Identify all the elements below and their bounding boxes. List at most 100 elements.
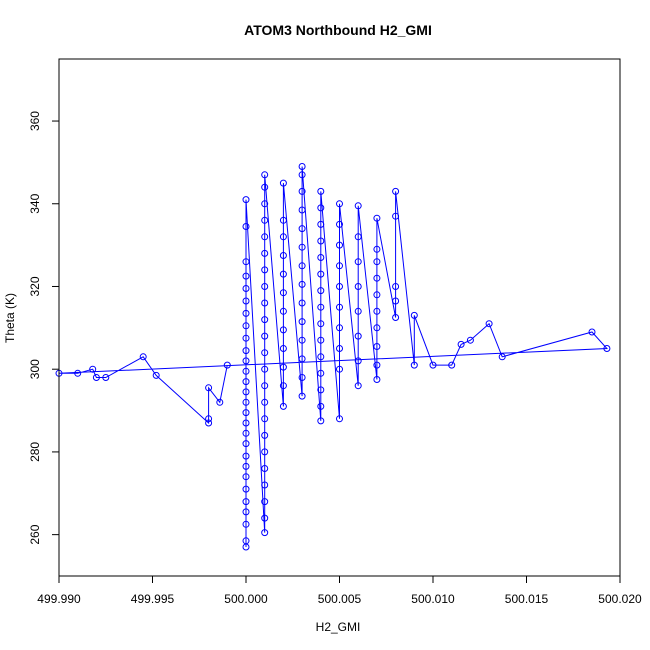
x-tick-label: 500.015 <box>505 592 549 606</box>
data-point <box>242 347 250 355</box>
data-point <box>261 514 269 522</box>
data-point <box>429 361 437 369</box>
data-point <box>279 233 287 241</box>
data-point <box>261 266 269 274</box>
data-point <box>373 307 381 315</box>
data-point <box>373 258 381 266</box>
y-tick-label: 260 <box>28 524 42 544</box>
data-point <box>336 415 343 423</box>
data-point <box>392 212 400 220</box>
data-point <box>242 297 250 305</box>
data-point <box>242 334 250 342</box>
data-point <box>223 361 231 369</box>
data-point <box>373 343 381 350</box>
x-tick-label: 499.990 <box>37 592 81 606</box>
data-point <box>242 398 250 406</box>
x-tick-label: 499.995 <box>131 592 175 606</box>
data-point <box>279 307 287 315</box>
data-point <box>317 270 325 278</box>
y-tick-label: 360 <box>28 111 42 131</box>
data-point <box>298 374 306 381</box>
data-point <box>261 200 269 208</box>
x-tick-label: 500.020 <box>598 592 642 606</box>
data-point <box>261 415 269 423</box>
data-point <box>242 462 250 470</box>
data-point <box>279 270 287 278</box>
data-point <box>242 378 250 386</box>
data-point <box>317 320 325 328</box>
data-point <box>242 537 250 545</box>
data-point <box>242 498 250 506</box>
data-point <box>298 336 306 344</box>
data-point <box>373 376 381 383</box>
data-point <box>298 171 306 179</box>
data-point <box>261 448 269 456</box>
data-point <box>317 237 325 245</box>
data-point <box>354 382 362 390</box>
data-point <box>317 204 325 212</box>
data-point <box>279 179 287 187</box>
data-point <box>298 163 306 170</box>
data-point <box>279 289 287 297</box>
data-point <box>261 171 269 179</box>
data-point <box>373 214 381 222</box>
data-point <box>261 233 269 241</box>
data-point <box>317 187 325 195</box>
data-point <box>354 332 362 340</box>
data-point <box>336 262 343 270</box>
y-axis: 260 280 300 320 340 360 <box>28 111 60 545</box>
data-point <box>242 440 250 448</box>
data-point <box>242 285 250 292</box>
y-tick-label: 320 <box>28 276 42 296</box>
data-point <box>261 465 269 472</box>
data-point <box>74 369 82 377</box>
data-point <box>261 316 269 324</box>
data-point <box>261 529 269 537</box>
data-point <box>279 216 287 224</box>
data-point <box>298 318 306 326</box>
data-point <box>392 314 400 321</box>
data-point <box>373 361 381 369</box>
data-point <box>261 382 269 390</box>
x-axis: 499.990 499.995 500.000 500.005 500.010 500.0… <box>37 575 642 606</box>
data-point <box>152 371 160 379</box>
data-point <box>139 353 147 361</box>
series-layer <box>55 163 611 551</box>
data-point <box>298 299 306 307</box>
chart-title: ATOM3 Northbound H2_GMI <box>244 22 432 38</box>
data-point <box>261 299 269 307</box>
data-point <box>242 367 250 375</box>
data-point <box>336 303 343 311</box>
data-point <box>261 498 269 506</box>
data-point <box>354 283 362 290</box>
data-point <box>298 355 306 363</box>
data-point <box>205 384 213 392</box>
data-point <box>603 345 611 352</box>
y-tick-label: 340 <box>28 193 42 213</box>
data-point <box>242 419 250 427</box>
data-point <box>373 291 381 299</box>
data-point <box>457 340 465 348</box>
data-point <box>336 220 343 228</box>
x-tick-label: 500.000 <box>224 592 268 606</box>
data-point <box>279 345 287 352</box>
data-point <box>410 311 418 319</box>
data-point <box>336 200 343 208</box>
data-point <box>354 307 362 315</box>
data-point <box>373 324 381 332</box>
data-point <box>298 280 306 288</box>
data-point <box>242 309 250 317</box>
data-point <box>261 431 269 439</box>
data-point <box>336 283 343 290</box>
data-point <box>261 398 269 406</box>
data-point <box>242 485 250 493</box>
data-point <box>242 272 250 280</box>
data-point <box>92 374 100 381</box>
x-tick-label: 500.010 <box>411 592 455 606</box>
data-point <box>242 357 250 365</box>
data-point <box>498 353 506 361</box>
data-point <box>242 429 250 437</box>
data-point <box>242 322 250 330</box>
data-point <box>261 332 269 340</box>
